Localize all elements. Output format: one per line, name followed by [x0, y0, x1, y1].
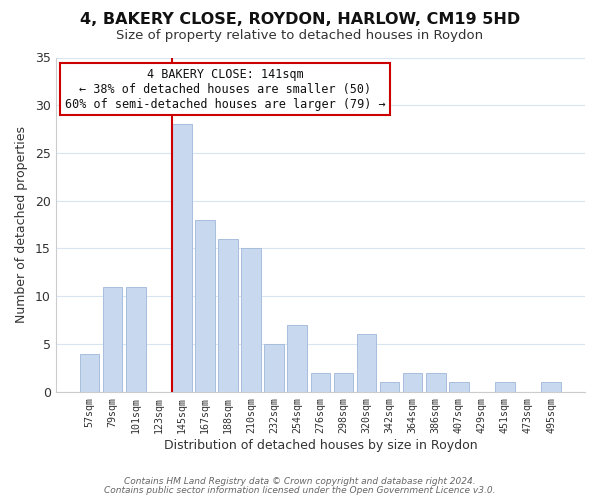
- Text: Contains HM Land Registry data © Crown copyright and database right 2024.: Contains HM Land Registry data © Crown c…: [124, 477, 476, 486]
- Bar: [380, 382, 400, 392]
- Bar: [287, 325, 307, 392]
- Bar: [449, 382, 469, 392]
- Bar: [334, 372, 353, 392]
- Bar: [356, 334, 376, 392]
- Bar: [126, 286, 146, 392]
- Bar: [495, 382, 515, 392]
- Text: Contains public sector information licensed under the Open Government Licence v3: Contains public sector information licen…: [104, 486, 496, 495]
- Y-axis label: Number of detached properties: Number of detached properties: [15, 126, 28, 323]
- Bar: [265, 344, 284, 392]
- Text: 4 BAKERY CLOSE: 141sqm
← 38% of detached houses are smaller (50)
60% of semi-det: 4 BAKERY CLOSE: 141sqm ← 38% of detached…: [65, 68, 385, 110]
- X-axis label: Distribution of detached houses by size in Roydon: Distribution of detached houses by size …: [164, 440, 477, 452]
- Bar: [172, 124, 191, 392]
- Bar: [218, 239, 238, 392]
- Bar: [426, 372, 446, 392]
- Bar: [195, 220, 215, 392]
- Bar: [103, 286, 122, 392]
- Text: Size of property relative to detached houses in Roydon: Size of property relative to detached ho…: [116, 29, 484, 42]
- Text: 4, BAKERY CLOSE, ROYDON, HARLOW, CM19 5HD: 4, BAKERY CLOSE, ROYDON, HARLOW, CM19 5H…: [80, 12, 520, 28]
- Bar: [241, 248, 261, 392]
- Bar: [541, 382, 561, 392]
- Bar: [403, 372, 422, 392]
- Bar: [80, 354, 100, 392]
- Bar: [311, 372, 330, 392]
